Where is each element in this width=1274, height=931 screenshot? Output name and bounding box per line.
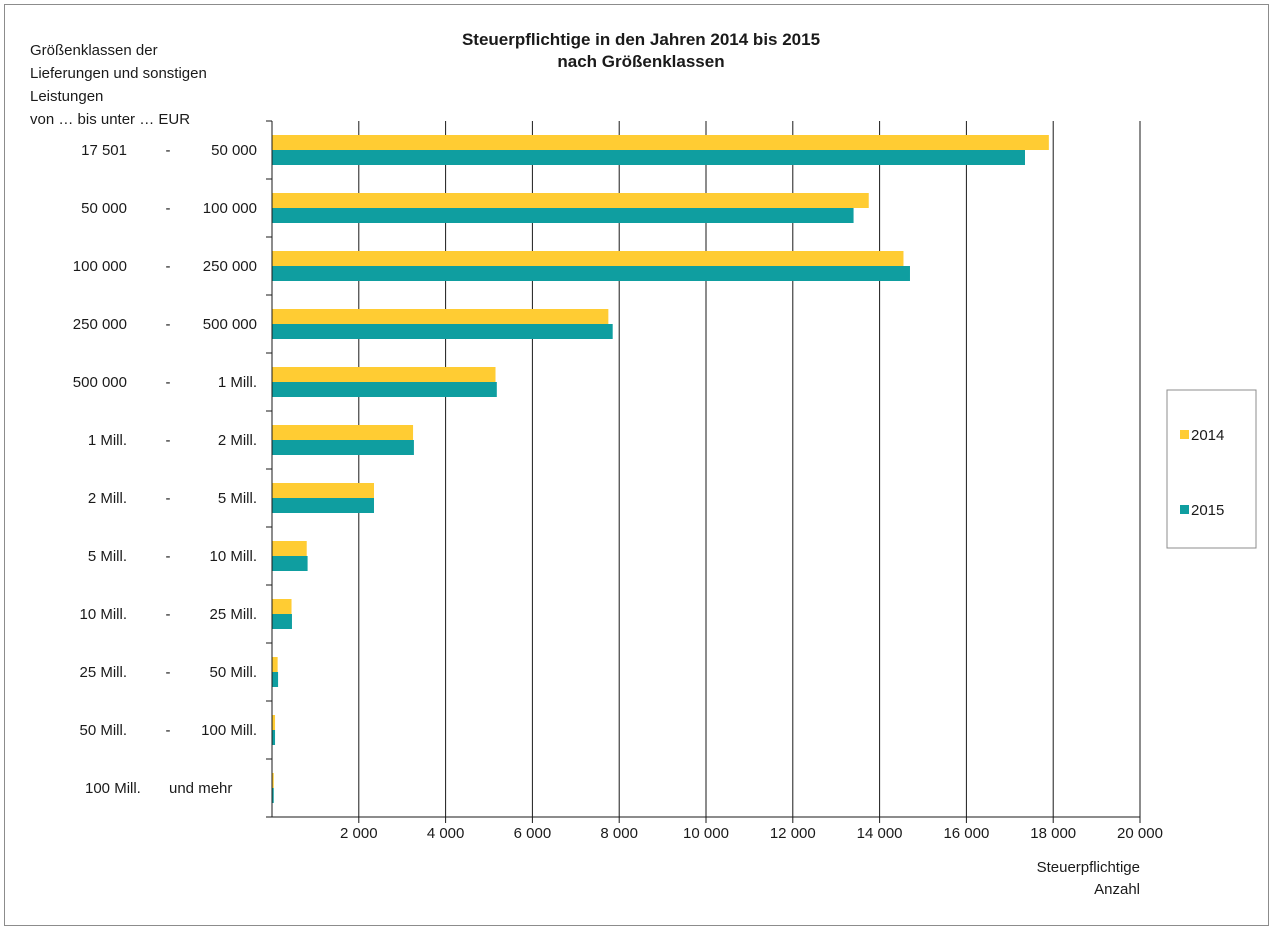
category-from-label: 50 000 <box>81 200 127 217</box>
bar-2014-3 <box>272 309 609 324</box>
bar-2015-6 <box>272 498 374 513</box>
category-to-label: 250 000 <box>203 258 257 275</box>
category-separator: - <box>166 142 171 159</box>
category-separator: - <box>166 722 171 739</box>
bar-2014-11 <box>272 773 274 788</box>
category-to-label: 500 000 <box>203 316 257 333</box>
category-separator: - <box>166 200 171 217</box>
bar-2015-11 <box>272 788 274 803</box>
category-from-label: 5 Mill. <box>88 548 127 565</box>
x-tick-label: 6 000 <box>514 825 552 842</box>
category-from-label: 50 Mill. <box>79 722 127 739</box>
category-from-label: 25 Mill. <box>79 664 127 681</box>
bar-2014-10 <box>272 715 276 730</box>
category-to-label: und mehr <box>169 780 232 797</box>
category-labels: 17 501 - 50 000 50 000 - 100 000 100 000 - 250 0… <box>73 142 257 797</box>
x-tick-label: 10 000 <box>683 825 729 842</box>
bar-2015-9 <box>272 672 279 687</box>
category-to-label: 50 Mill. <box>209 664 257 681</box>
chart-frame: Steuerpflichtige in den Jahren 2014 bis … <box>4 4 1269 926</box>
category-to-label: 100 Mill. <box>201 722 257 739</box>
category-separator: - <box>166 374 171 391</box>
bar-2015-2 <box>272 266 910 281</box>
bar-2014-9 <box>272 657 278 672</box>
bar-2015-1 <box>272 208 854 223</box>
bar-2014-6 <box>272 483 374 498</box>
legend-label-2014: 2014 <box>1191 427 1224 444</box>
x-tick-label: 8 000 <box>600 825 638 842</box>
bar-chart: Steuerpflichtige in den Jahren 2014 bis … <box>30 30 1257 898</box>
category-separator: - <box>166 606 171 623</box>
bar-2014-0 <box>272 135 1049 150</box>
bar-2015-5 <box>272 440 414 455</box>
x-tick-label: 4 000 <box>427 825 465 842</box>
category-to-label: 100 000 <box>203 200 257 217</box>
bar-2014-4 <box>272 367 496 382</box>
category-separator: - <box>166 664 171 681</box>
bar-2015-0 <box>272 150 1025 165</box>
category-from-label: 1 Mill. <box>88 432 127 449</box>
x-tick-label: 12 000 <box>770 825 816 842</box>
category-to-label: 5 Mill. <box>218 490 257 507</box>
bar-2015-3 <box>272 324 613 339</box>
legend: 2014 2015 <box>1166 389 1257 549</box>
bar-2014-1 <box>272 193 869 208</box>
category-to-label: 2 Mill. <box>218 432 257 449</box>
x-tick-label: 14 000 <box>857 825 903 842</box>
bar-2015-4 <box>272 382 497 397</box>
category-from-label: 250 000 <box>73 316 127 333</box>
x-tick-label: 16 000 <box>943 825 989 842</box>
y-axis-title-line-2: Lieferungen und sonstigen <box>30 65 207 82</box>
legend-box <box>1166 389 1257 549</box>
category-separator: - <box>166 258 171 275</box>
y-axis-title-line-3: Leistungen <box>30 88 103 105</box>
category-from-label: 2 Mill. <box>88 490 127 507</box>
axes <box>266 120 1141 823</box>
x-axis-title-line-2: Anzahl <box>1094 881 1140 898</box>
bars <box>272 135 1049 803</box>
legend-swatch-2014 <box>1180 430 1189 439</box>
category-separator: - <box>166 316 171 333</box>
x-tick-label: 2 000 <box>340 825 378 842</box>
category-from-label: 100 Mill. <box>85 780 141 797</box>
x-tick-label: 20 000 <box>1117 825 1163 842</box>
category-to-label: 1 Mill. <box>218 374 257 391</box>
bar-2014-7 <box>272 541 307 556</box>
category-from-label: 100 000 <box>73 258 127 275</box>
x-tick-label: 18 000 <box>1030 825 1076 842</box>
category-separator: - <box>166 548 171 565</box>
chart-title-line-2: nach Größenklassen <box>557 52 724 71</box>
category-from-label: 500 000 <box>73 374 127 391</box>
x-tick-labels: 2 000 4 000 6 000 8 000 10 000 12 000 14 000 16… <box>340 825 1163 842</box>
category-separator: - <box>166 432 171 449</box>
legend-swatch-2015 <box>1180 505 1189 514</box>
y-axis-title-line-4: von … bis unter … EUR <box>30 111 190 128</box>
category-to-label: 25 Mill. <box>209 606 257 623</box>
bar-2015-10 <box>272 730 276 745</box>
category-from-label: 17 501 <box>81 142 127 159</box>
y-axis-title-line-1: Größenklassen der <box>30 42 158 59</box>
category-separator: - <box>166 490 171 507</box>
chart-title-line-1: Steuerpflichtige in den Jahren 2014 bis … <box>462 30 820 49</box>
bar-2014-5 <box>272 425 414 440</box>
bar-2015-8 <box>272 614 292 629</box>
bar-2014-8 <box>272 599 292 614</box>
gridlines <box>358 121 1141 817</box>
category-to-label: 10 Mill. <box>209 548 257 565</box>
category-to-label: 50 000 <box>211 142 257 159</box>
bar-2015-7 <box>272 556 308 571</box>
category-from-label: 10 Mill. <box>79 606 127 623</box>
x-axis-title-line-1: Steuerpflichtige <box>1037 859 1140 876</box>
bar-2014-2 <box>272 251 904 266</box>
legend-label-2015: 2015 <box>1191 502 1224 519</box>
